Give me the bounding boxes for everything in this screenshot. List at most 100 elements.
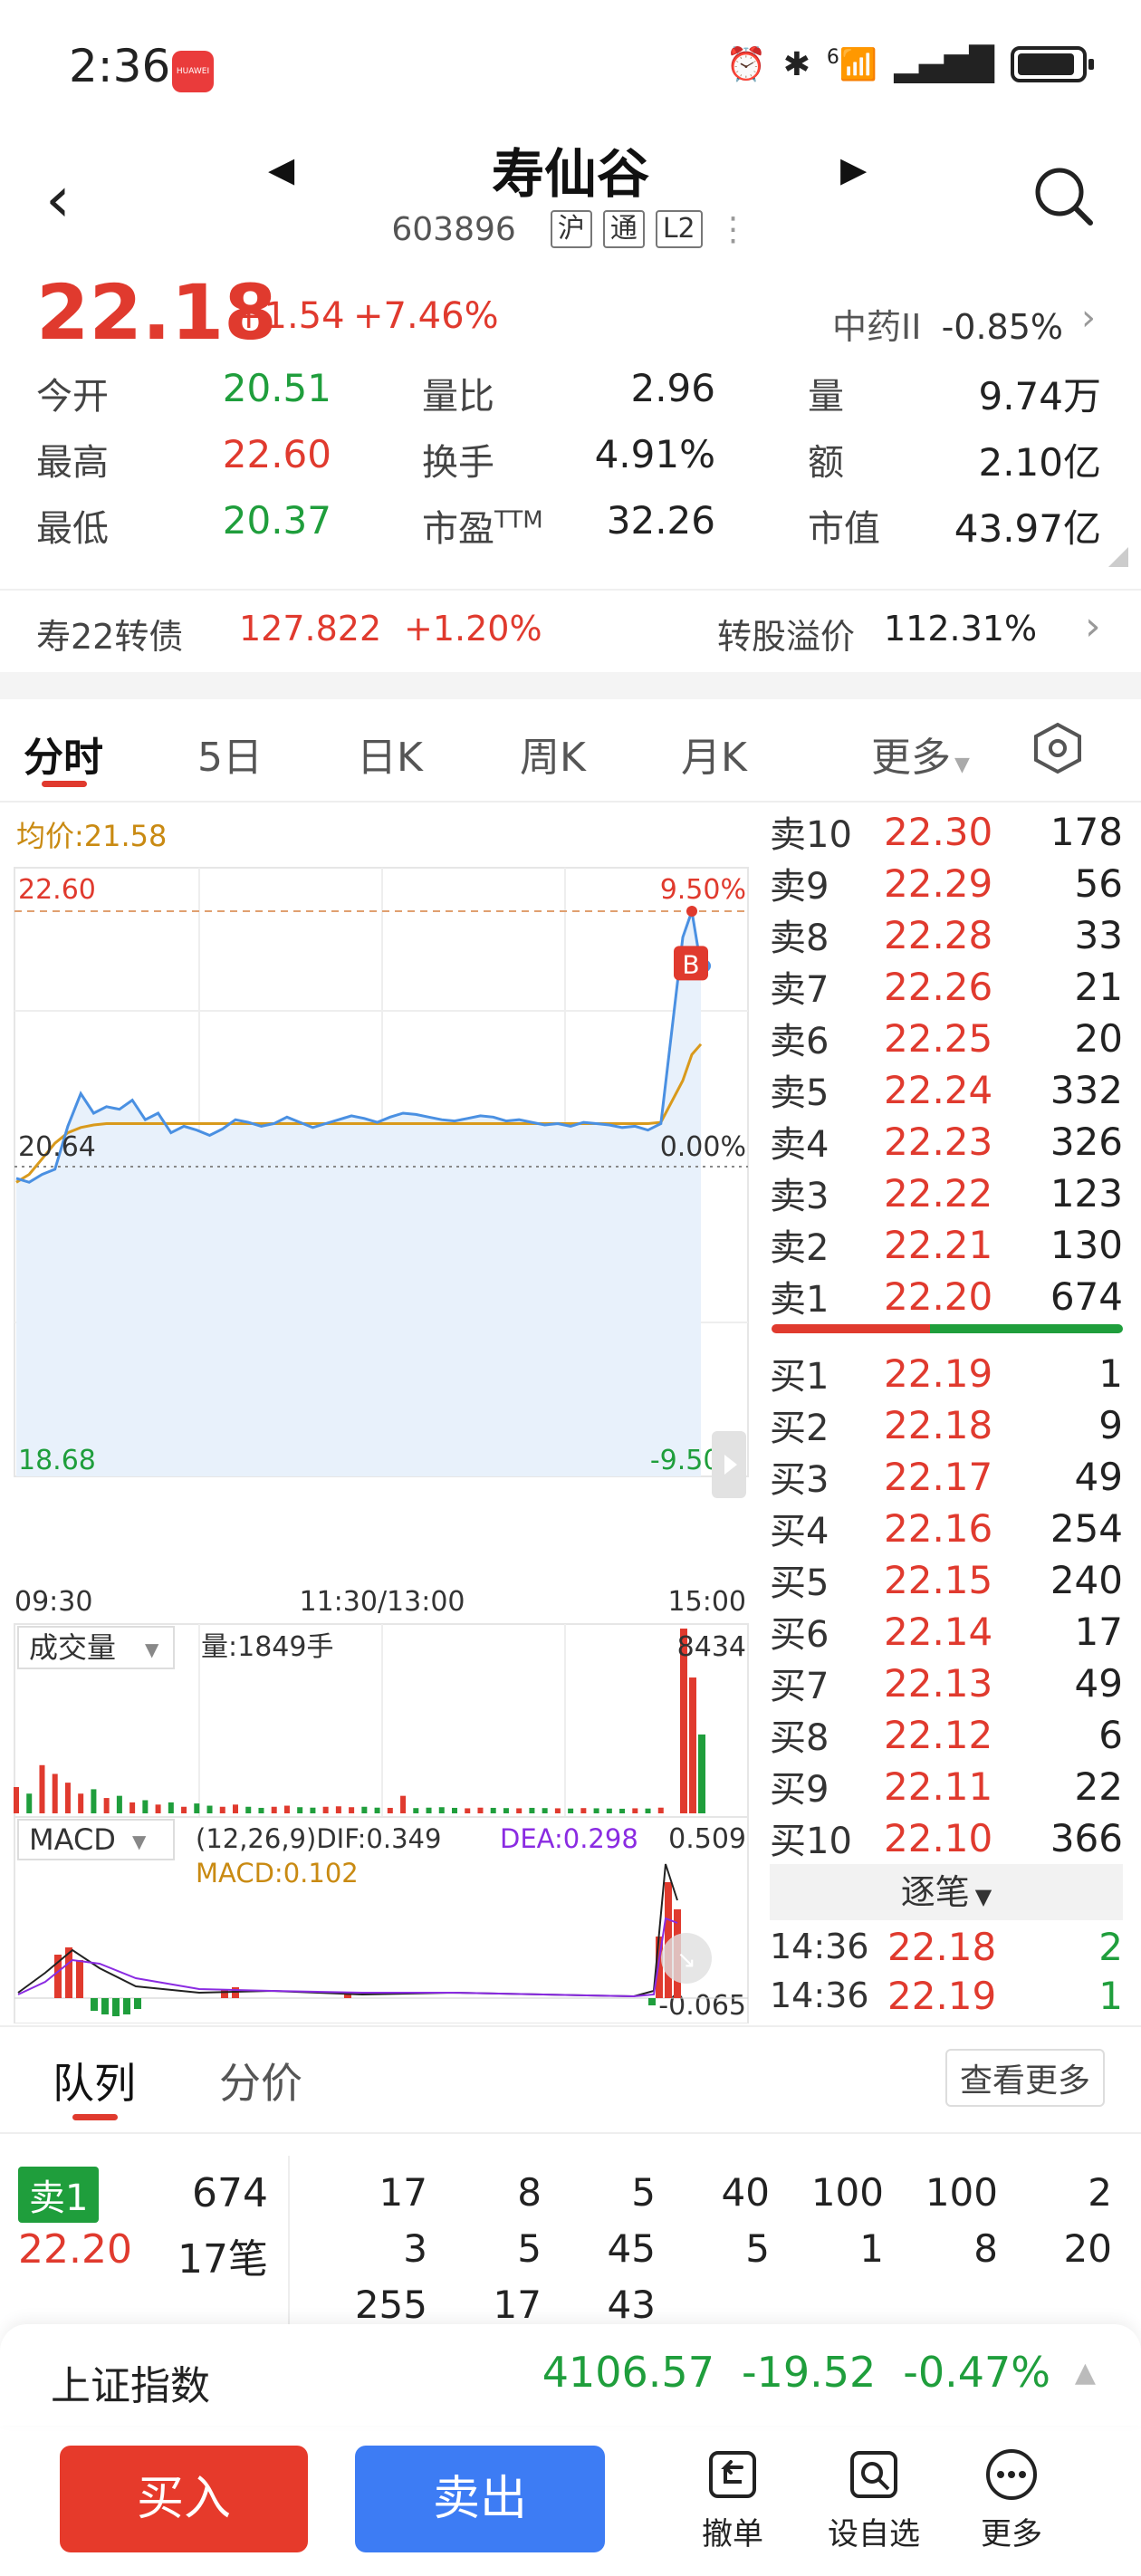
- status-time: 2:36: [69, 40, 171, 92]
- sector-info[interactable]: 中药II -0.85%: [832, 299, 1063, 349]
- ask-level[interactable]: 卖8 22.28 33: [770, 909, 1123, 960]
- volume-bar: [657, 1807, 664, 1813]
- ask-level[interactable]: 卖2 22.21 130: [770, 1219, 1123, 1270]
- tab-daily-k[interactable]: 日K: [357, 735, 423, 781]
- cancel-order-button[interactable]: 撤单: [674, 2446, 791, 2553]
- bid-level[interactable]: 买1 22.19 1: [770, 1348, 1123, 1399]
- tag-level2[interactable]: L2: [655, 210, 703, 248]
- bid-level[interactable]: 买2 22.18 9: [770, 1399, 1123, 1450]
- volume-bar: [606, 1808, 612, 1813]
- ask-level[interactable]: 卖3 22.22 123: [770, 1168, 1123, 1218]
- ask-level[interactable]: 卖10 22.30 178: [770, 806, 1123, 857]
- volume-bar: [297, 1807, 303, 1813]
- chevron-right-icon[interactable]: ›: [1085, 603, 1101, 649]
- tabs-border: [0, 2132, 1141, 2134]
- index-bar[interactable]: [0, 2324, 1141, 2426]
- tab-queue[interactable]: 队列: [53, 2059, 136, 2108]
- index-change: -19.52: [741, 2348, 877, 2397]
- more-button[interactable]: 更多: [953, 2446, 1070, 2553]
- tab-more[interactable]: 更多 ▼: [871, 735, 970, 781]
- view-more-button[interactable]: 查看更多: [944, 2049, 1105, 2107]
- volume-bar: [142, 1800, 149, 1813]
- bid-level[interactable]: 买4 22.16 254: [770, 1503, 1123, 1553]
- bid-level[interactable]: 买6 22.14 17: [770, 1606, 1123, 1657]
- buy-marker-label: B: [682, 949, 699, 979]
- volume-selector[interactable]: [17, 1626, 175, 1669]
- volume-bar: [271, 1806, 277, 1813]
- sell-button[interactable]: 卖出: [355, 2446, 605, 2552]
- ask-level[interactable]: 卖7 22.26 21: [770, 961, 1123, 1012]
- chevron-up-icon[interactable]: ▲: [1074, 2357, 1096, 2389]
- buy-marker[interactable]: [674, 946, 708, 981]
- volume-bar: [64, 1783, 71, 1813]
- ask-level[interactable]: 卖4 22.23 326: [770, 1116, 1123, 1167]
- tab-price-dist[interactable]: 分价: [219, 2059, 302, 2108]
- bid-level[interactable]: 买7 22.13 49: [770, 1658, 1123, 1708]
- volume-bar: [181, 1806, 187, 1813]
- macd-params: (12,26,9)DIF:0.349: [196, 1823, 441, 1854]
- alarm-icon: ⏰: [725, 46, 767, 83]
- prev-stock-icon[interactable]: ◀: [268, 149, 295, 189]
- tick-row: 14:36 22.19 1: [770, 1973, 1123, 2018]
- section-divider: [0, 672, 1141, 699]
- tab-monthly-k[interactable]: 月K: [681, 735, 747, 781]
- bid-level[interactable]: 买3 22.17 49: [770, 1451, 1123, 1502]
- stock-name: 寿仙谷: [491, 143, 649, 205]
- cancel-order-label: 撤单: [702, 2516, 763, 2552]
- tab-weekly-k[interactable]: 周K: [520, 735, 586, 781]
- ask-level[interactable]: 卖6 22.25 20: [770, 1013, 1123, 1063]
- bid-level[interactable]: 买10 22.10 366: [770, 1812, 1123, 1863]
- bid-level[interactable]: 买5 22.15 240: [770, 1554, 1123, 1605]
- stat-mktcap-label: 市值: [808, 508, 880, 550]
- section-divider: [0, 2025, 1141, 2027]
- intraday-chart[interactable]: 均价:21.58 B 22.60 9.50% 20.64 0.00% 18.68…: [0, 804, 761, 2023]
- macd-bottom: -0.065: [658, 1990, 746, 2022]
- expand-corner-icon[interactable]: [1108, 547, 1128, 567]
- bid-level-volume: 240: [1050, 1557, 1123, 1602]
- bid-level-label: 买2: [770, 1408, 829, 1449]
- tab-5day[interactable]: 5日: [197, 735, 263, 781]
- volume-bar: [206, 1805, 213, 1813]
- bid-level-label: 买1: [770, 1356, 829, 1398]
- bid-level-label: 买8: [770, 1717, 829, 1759]
- volume-bar: [194, 1803, 200, 1813]
- tab-intraday[interactable]: 分时: [24, 735, 103, 781]
- bid-level[interactable]: 买9 22.11 22: [770, 1761, 1123, 1812]
- bid-level-volume: 49: [1074, 1454, 1123, 1499]
- chevron-right-icon[interactable]: ›: [1081, 297, 1096, 339]
- tick-selector[interactable]: 逐笔 ▼: [770, 1864, 1123, 1920]
- premium-value: 112.31%: [884, 609, 1038, 649]
- price-area-fill: [16, 911, 701, 1476]
- volume-label: 成交量: [29, 1630, 116, 1665]
- ask-level-volume: 56: [1074, 860, 1123, 906]
- stat-low-value: 20.37: [222, 498, 331, 543]
- search-icon[interactable]: [1031, 163, 1096, 228]
- ask-level[interactable]: 卖1 22.20 674: [770, 1271, 1123, 1322]
- fullscreen-icon[interactable]: [661, 1933, 712, 1984]
- back-icon[interactable]: ‹: [45, 162, 71, 236]
- volume-bar: [349, 1807, 355, 1813]
- bid-level-volume: 1: [1098, 1350, 1123, 1396]
- ask-level-volume: 20: [1074, 1015, 1123, 1061]
- convertible-bond-row[interactable]: 寿22转债 127.822 +1.20% 转股溢价 112.31% ›: [0, 589, 1141, 670]
- ask-level[interactable]: 卖5 22.24 332: [770, 1064, 1123, 1115]
- tag-shanghai[interactable]: 沪: [550, 210, 592, 248]
- tick-row: 14:36 22.18 2: [770, 1924, 1123, 1969]
- time-start: 09:30: [14, 1586, 92, 1618]
- volume-bar: [283, 1805, 290, 1813]
- ask-ratio: [772, 1324, 930, 1333]
- buy-button[interactable]: 买入: [60, 2446, 308, 2552]
- bid-level-price: 22.16: [884, 1505, 993, 1551]
- macd-top: 0.509: [668, 1823, 746, 1855]
- volume-bar: [452, 1807, 457, 1813]
- settings-hexagon-icon[interactable]: [1032, 721, 1083, 775]
- bid-level[interactable]: 买8 22.12 6: [770, 1709, 1123, 1760]
- next-stock-icon[interactable]: ▶: [840, 149, 868, 189]
- ask-level[interactable]: 卖9 22.29 56: [770, 858, 1123, 908]
- price-change-pct: +7.46%: [353, 295, 499, 337]
- more-dots-icon[interactable]: ⋮: [716, 210, 750, 248]
- ask-level-volume: 33: [1074, 912, 1123, 957]
- add-watchlist-button[interactable]: 设自选: [815, 2446, 933, 2553]
- macd-selector[interactable]: [17, 1819, 175, 1860]
- tag-connect[interactable]: 通: [602, 210, 645, 248]
